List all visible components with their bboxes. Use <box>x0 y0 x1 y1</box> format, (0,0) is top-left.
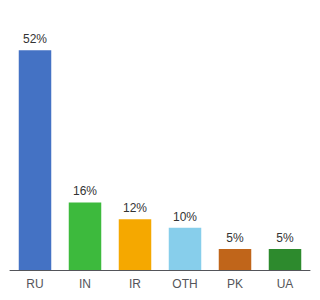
svg-text:RU: RU <box>26 277 43 291</box>
svg-text:UA: UA <box>277 277 294 291</box>
svg-text:10%: 10% <box>173 210 197 224</box>
svg-text:PK: PK <box>227 277 243 291</box>
svg-text:5%: 5% <box>276 231 294 245</box>
svg-text:16%: 16% <box>73 184 97 198</box>
svg-text:5%: 5% <box>226 231 244 245</box>
svg-text:12%: 12% <box>123 201 147 215</box>
svg-text:52%: 52% <box>23 32 47 46</box>
svg-text:OTH: OTH <box>172 277 197 291</box>
svg-text:IN: IN <box>79 277 91 291</box>
svg-text:IR: IR <box>129 277 141 291</box>
